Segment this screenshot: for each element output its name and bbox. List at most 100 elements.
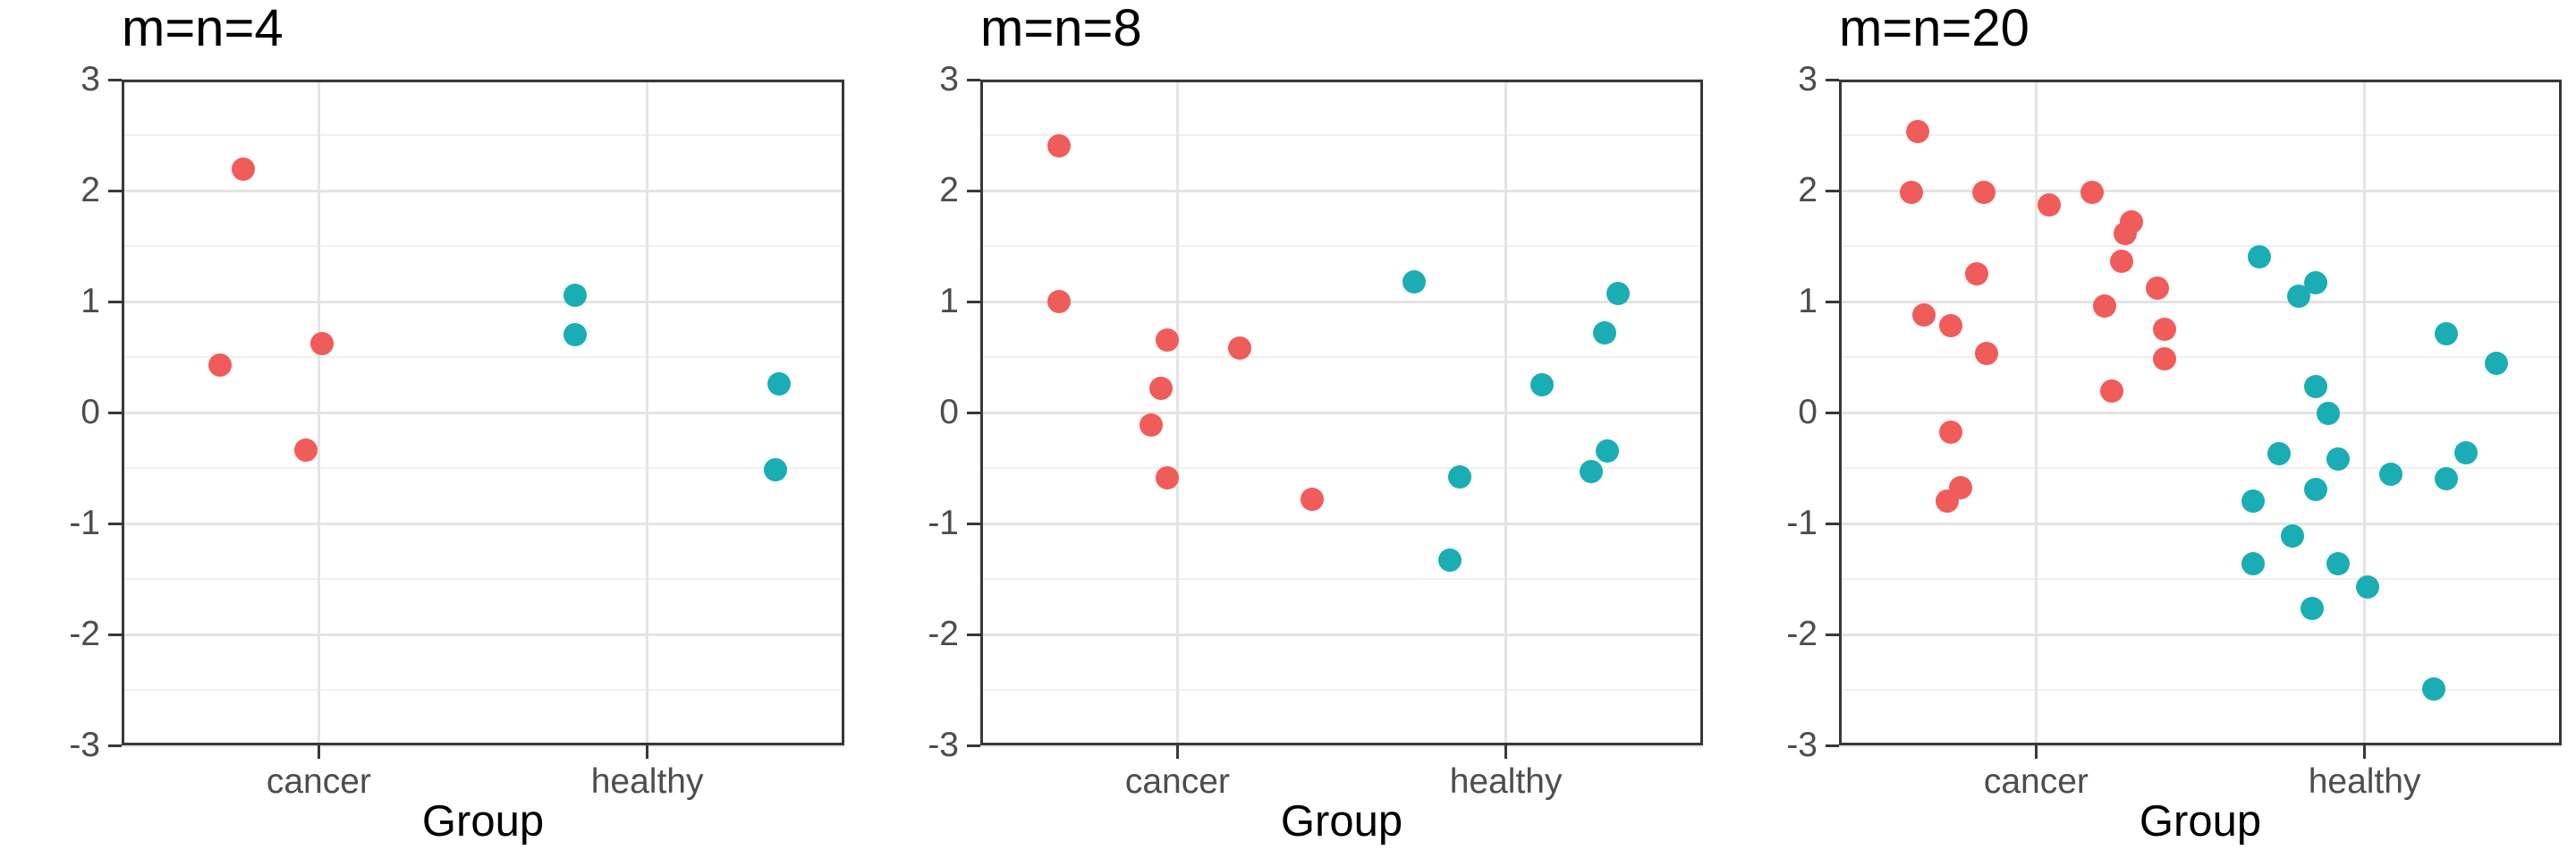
data-point-cancer [1047,134,1072,158]
data-point-healthy [1606,282,1630,306]
y-tick-label: -1 [1786,504,1818,542]
y-gridline-minor [980,467,1703,469]
x-tick-label: cancer [1983,762,2089,801]
y-gridline-minor [980,245,1703,247]
y-tick-label: 3 [939,60,959,98]
data-point-cancer [1936,489,1960,514]
panel-title: m=n=8 [980,0,1142,57]
data-point-cancer [2152,318,2176,341]
data-point-healthy [2300,597,2324,621]
y-tick-label: 1 [80,282,100,320]
data-point-cancer [1149,376,1173,400]
y-gridline-minor [980,134,1703,136]
x-gridline-major [2363,80,2367,745]
y-tick-label: 2 [80,171,100,209]
y-tick-label: -1 [928,504,959,542]
data-point-cancer [1938,314,1962,338]
data-point-healthy [2267,441,2292,465]
data-point-healthy [2280,523,2304,548]
y-axis-tick [1826,189,1839,192]
x-gridline-major [646,80,649,745]
y-gridline-major [1839,78,2562,81]
y-axis-tick [967,633,980,636]
y-tick-label: 1 [1798,282,1818,320]
panel-title: m=n=20 [1839,0,2029,57]
y-gridline-major [1839,189,2562,192]
data-point-healthy [1592,320,1616,344]
data-point-healthy [2303,477,2327,501]
data-point-cancer [1965,262,1989,285]
x-tick-label: healthy [1449,762,1563,801]
panel-m-n-20: m=n=20 Group 3 2 1 0 -1 -2 -3 cancer healthy [1717,0,2576,859]
data-point-healthy [1580,459,1604,483]
y-tick-label: -2 [69,615,100,653]
y-gridline-minor [122,134,844,136]
data-point-healthy [2317,402,2341,426]
y-gridline-minor [1839,467,2562,469]
y-axis-tick [108,78,122,81]
data-point-cancer [1300,487,1324,511]
y-axis-tick [967,411,980,414]
y-tick-label: 2 [939,171,959,209]
y-gridline-major [1839,522,2562,525]
y-gridline-major [980,744,1703,747]
y-axis-tick [1826,744,1839,747]
data-point-healthy [2379,463,2403,487]
y-axis-tick [1826,633,1839,636]
data-point-healthy [1530,373,1555,396]
data-point-healthy [2454,440,2479,464]
plot-area [1839,78,2562,747]
data-point-healthy [1438,548,1462,572]
data-point-healthy [2241,551,2265,575]
y-axis-tick [108,300,122,303]
data-point-healthy [2435,467,2459,491]
data-point-cancer [2038,193,2062,217]
y-tick-label: -1 [69,504,100,542]
data-point-healthy [763,458,787,482]
x-gridline-major [317,80,320,745]
y-gridline-major [122,411,844,414]
y-axis-tick [967,300,980,303]
panel-m-n-8: m=n=8 Group 3 2 1 0 -1 -2 -3 cancer healthy [859,0,1717,859]
y-gridline-major [122,744,844,747]
x-gridline-major [1175,80,1179,745]
data-point-cancer [1912,302,1936,327]
data-point-cancer [1156,328,1180,353]
y-gridline-major [1839,633,2562,636]
data-point-cancer [1228,336,1252,361]
y-axis-tick [967,78,980,81]
data-point-cancer [1938,421,1962,445]
x-gridline-major [1504,80,1508,745]
y-axis-tick [967,189,980,192]
x-axis-tick [1504,745,1508,759]
data-point-healthy [563,323,587,347]
x-axis-tick [2363,745,2367,759]
y-gridline-major [980,633,1703,636]
y-axis-tick [1826,300,1839,303]
data-point-healthy [2248,245,2272,269]
x-tick-label: healthy [2308,762,2421,801]
data-point-cancer [2152,347,2176,371]
y-tick-label: 2 [1798,171,1818,209]
x-tick-label: healthy [590,762,704,801]
y-gridline-minor [1839,578,2562,580]
data-point-healthy [2303,375,2327,399]
x-gridline-major [2034,80,2038,745]
data-point-healthy [2326,447,2351,472]
data-point-healthy [2326,551,2351,575]
y-gridline-major [122,300,844,303]
y-gridline-major [1839,411,2562,414]
panel-m-n-4: m=n=4 Group 3 2 1 0 -1 -2 -3 cancer healthy [0,0,859,859]
y-axis-tick [108,633,122,636]
y-gridline-minor [122,689,844,691]
y-tick-label: -3 [1786,726,1818,764]
x-axis-title: Group [421,797,545,846]
data-point-cancer [2099,379,2123,404]
x-axis-title: Group [2139,797,2262,846]
panel-title: m=n=4 [122,0,284,57]
data-point-cancer [310,332,335,356]
y-gridline-minor [122,245,844,247]
y-tick-label: 1 [939,282,959,320]
data-point-healthy [2435,321,2459,345]
